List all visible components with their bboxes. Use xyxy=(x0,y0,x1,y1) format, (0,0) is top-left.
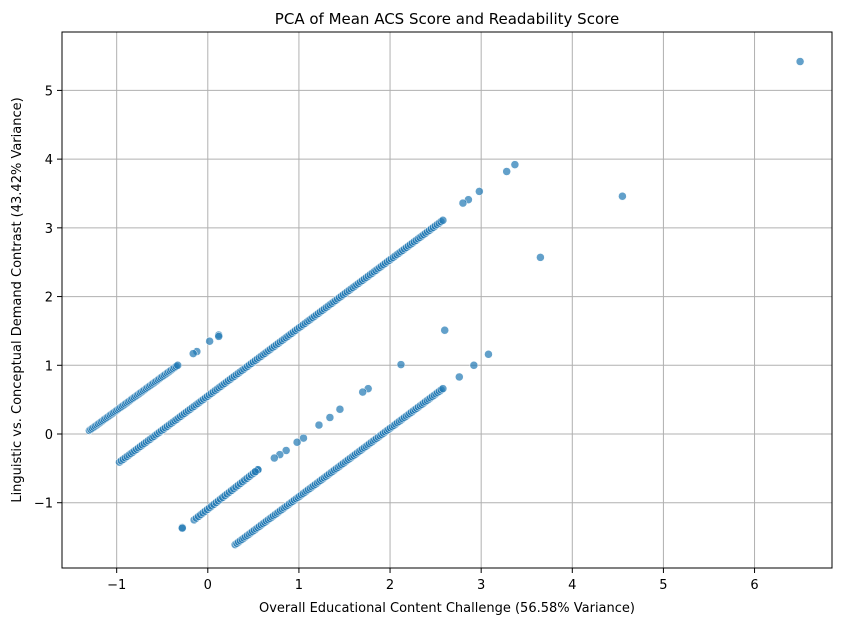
data-point xyxy=(469,361,479,370)
data-point xyxy=(173,361,182,370)
y-tick-label: 5 xyxy=(45,84,53,99)
y-axis-ticks: −1 0 1 2 3 4 5 xyxy=(34,84,62,512)
data-point xyxy=(510,160,520,169)
data-point xyxy=(292,438,302,447)
data-point xyxy=(314,420,324,430)
y-tick-label: 2 xyxy=(45,291,53,306)
data-point xyxy=(205,336,214,346)
data-points xyxy=(85,57,805,549)
x-axis-ticks: −1 0 1 2 3 4 5 6 xyxy=(107,568,759,593)
data-point xyxy=(396,360,406,369)
x-tick-label: 3 xyxy=(477,578,485,593)
data-point xyxy=(475,187,484,196)
data-point xyxy=(438,384,448,393)
x-tick-label: 4 xyxy=(568,578,576,593)
x-tick-label: 6 xyxy=(750,578,758,593)
y-tick-label: −1 xyxy=(34,497,53,512)
data-point xyxy=(299,433,308,443)
data-point xyxy=(270,453,279,463)
data-point xyxy=(618,191,627,201)
y-tick-label: 0 xyxy=(45,428,53,443)
data-point xyxy=(178,523,187,533)
x-tick-label: −1 xyxy=(107,578,126,593)
data-point xyxy=(325,413,335,422)
data-point xyxy=(455,372,464,382)
data-point xyxy=(281,446,291,455)
y-axis-label: Linguistic vs. Conceptual Demand Contras… xyxy=(10,97,25,502)
x-axis-label: Overall Educational Content Challenge (5… xyxy=(259,601,635,616)
data-point xyxy=(536,253,545,262)
x-tick-label: 5 xyxy=(659,578,667,593)
x-tick-label: 2 xyxy=(386,578,394,593)
grid xyxy=(62,32,832,568)
y-tick-label: 1 xyxy=(45,359,53,374)
y-tick-label: 4 xyxy=(45,153,53,168)
x-tick-label: 0 xyxy=(204,578,212,593)
data-point xyxy=(188,349,198,358)
data-point xyxy=(458,198,468,208)
plot-frame xyxy=(61,31,833,569)
data-point xyxy=(250,467,260,477)
data-point xyxy=(795,57,805,66)
data-point xyxy=(438,216,448,225)
chart-title: PCA of Mean ACS Score and Readability Sc… xyxy=(275,10,619,28)
data-point xyxy=(440,325,449,335)
y-tick-label: 3 xyxy=(45,222,53,237)
data-point xyxy=(484,350,493,359)
data-point xyxy=(335,405,345,414)
data-point xyxy=(358,387,367,397)
x-tick-label: 1 xyxy=(295,578,303,593)
data-point xyxy=(502,167,511,176)
data-point xyxy=(214,332,223,341)
